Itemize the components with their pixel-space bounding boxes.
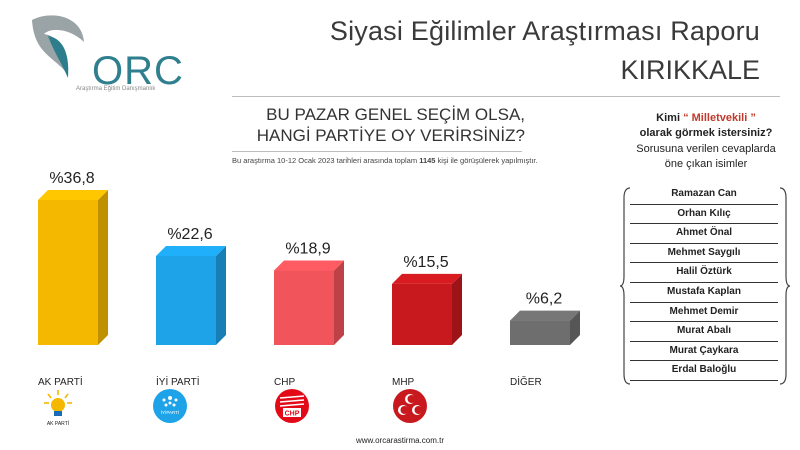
survey-note: Bu araştırma 10-12 Ocak 2023 tarihleri a… [232, 156, 572, 165]
left-brace [620, 187, 631, 385]
orc-logo: ORC [32, 15, 184, 92]
bar-value-label: %22,6 [167, 226, 212, 243]
bar-i-yi-parti [156, 245, 226, 345]
mp-question-line-1: Kimi “ Milletvekili ” [612, 112, 800, 124]
bar-top [510, 310, 580, 321]
bar-value-label: %36,8 [49, 170, 94, 187]
mp-name-underline [630, 242, 778, 244]
mp-names-list: Ramazan Can Orhan Kılıç Ahmet Önal Mehmet S… [630, 184, 778, 384]
mp-name-underline [630, 203, 778, 205]
akp-logo-caption: AK PARTİ [47, 420, 69, 427]
survey-note-prefix: Bu araştırma 10-12 Ocak 2023 tarihleri a… [232, 156, 420, 165]
bar-side [98, 190, 108, 345]
mp-name-item: Ramazan Can [671, 188, 737, 199]
mp-question-milletvekili: “ Milletvekili ” [683, 112, 756, 124]
bar-value-label: %18,9 [285, 241, 330, 258]
survey-note-suffix: kişi ile görüşülerek yapılmıştır. [435, 156, 538, 165]
bar-side [334, 260, 344, 345]
bar-value-label: %6,2 [526, 291, 563, 308]
logo-wordmark: ORC [92, 49, 184, 92]
bar-front [274, 270, 334, 345]
mp-question-line-2: olarak görmek istersiniz? [639, 127, 773, 139]
survey-note-count: 1145 [419, 156, 436, 165]
bar-value-label: %15,5 [403, 254, 448, 271]
bar-category-label: DİĞER [510, 375, 542, 388]
logo-tagline: Araştırma Eğitim Danışmanlık [76, 86, 156, 92]
mp-name-underline [630, 301, 778, 303]
mp-name-underline [630, 360, 778, 362]
mp-name-item: Orhan Kılıç [677, 207, 731, 219]
bar-side [216, 245, 226, 345]
bar-front [510, 320, 570, 345]
bar-chp [274, 260, 344, 345]
mp-question-line-4: öne çıkan isimler [664, 158, 748, 170]
bar-top [274, 260, 344, 271]
question-line-1: BU PAZAR GENEL SEÇİM OLSA, [266, 105, 525, 124]
mp-name-underline [630, 223, 778, 225]
question-line-2: HANGİ PARTİYE OY VERİRSİNİZ? [256, 126, 525, 145]
bar-mhp [392, 273, 462, 345]
chp-six-arrows-icon: CHP [275, 389, 309, 423]
mp-question-kimi: Kimi [656, 112, 684, 124]
bar-top [392, 273, 462, 284]
chp-logo-caption: CHP [285, 411, 300, 418]
mp-name-item: Ahmet Önal [675, 227, 733, 239]
bar-side [452, 273, 462, 345]
bar-front [392, 283, 452, 345]
bar-category-label: AK PARTİ [38, 375, 83, 388]
mp-name-underline [630, 282, 778, 283]
bar-side [570, 310, 580, 345]
mp-name-item: Murat Çaykara [669, 344, 739, 356]
mp-name-underline [630, 321, 778, 323]
website-url: www.orcarastirma.com.tr [355, 436, 444, 445]
mp-name-item: Mehmet Demir [669, 305, 739, 317]
mp-name-item: Erdal Baloğlu [671, 364, 737, 376]
mp-name-underline [630, 340, 778, 342]
bar-di-er [510, 310, 580, 345]
bar-front [156, 255, 216, 345]
mp-question-line-3: Sorusuna verilen cevaplarda [636, 143, 776, 155]
question-divider [232, 151, 522, 152]
bar-category-label: İYİ PARTİ [156, 375, 200, 388]
akp-bulb-icon: AK PARTİ [44, 390, 72, 427]
report-title: Siyasi Eğilimler Araştırması Raporu [329, 16, 760, 46]
mhp-crescents-icon [393, 389, 427, 423]
bar-category-label: CHP [274, 377, 295, 388]
report-city: KIRIKKALE [620, 55, 760, 85]
mp-name-underline [630, 380, 778, 381]
mp-name-item: Mustafa Kaplan [667, 286, 741, 297]
mp-name-item: Murat Abalı [676, 325, 732, 337]
mp-name-item: Halil Öztürk [676, 266, 732, 278]
bar-front [38, 200, 98, 345]
right-brace [779, 187, 790, 385]
vote-bar-chart: %36,8 AK PARTİ %22,6 İYİ PARTİ %18,9 CHP %15,5… [38, 170, 580, 388]
header-divider [232, 96, 780, 97]
bar-ak-parti [38, 190, 108, 345]
bar-category-label: MHP [392, 377, 415, 388]
iyi-party-icon: İYİPARTİ [153, 389, 187, 423]
mp-name-underline [630, 262, 778, 264]
bar-top [38, 190, 108, 200]
iyi-logo-caption: İYİPARTİ [161, 409, 179, 415]
mp-name-item: Mehmet Saygılı [667, 246, 741, 258]
bar-top [156, 245, 226, 256]
